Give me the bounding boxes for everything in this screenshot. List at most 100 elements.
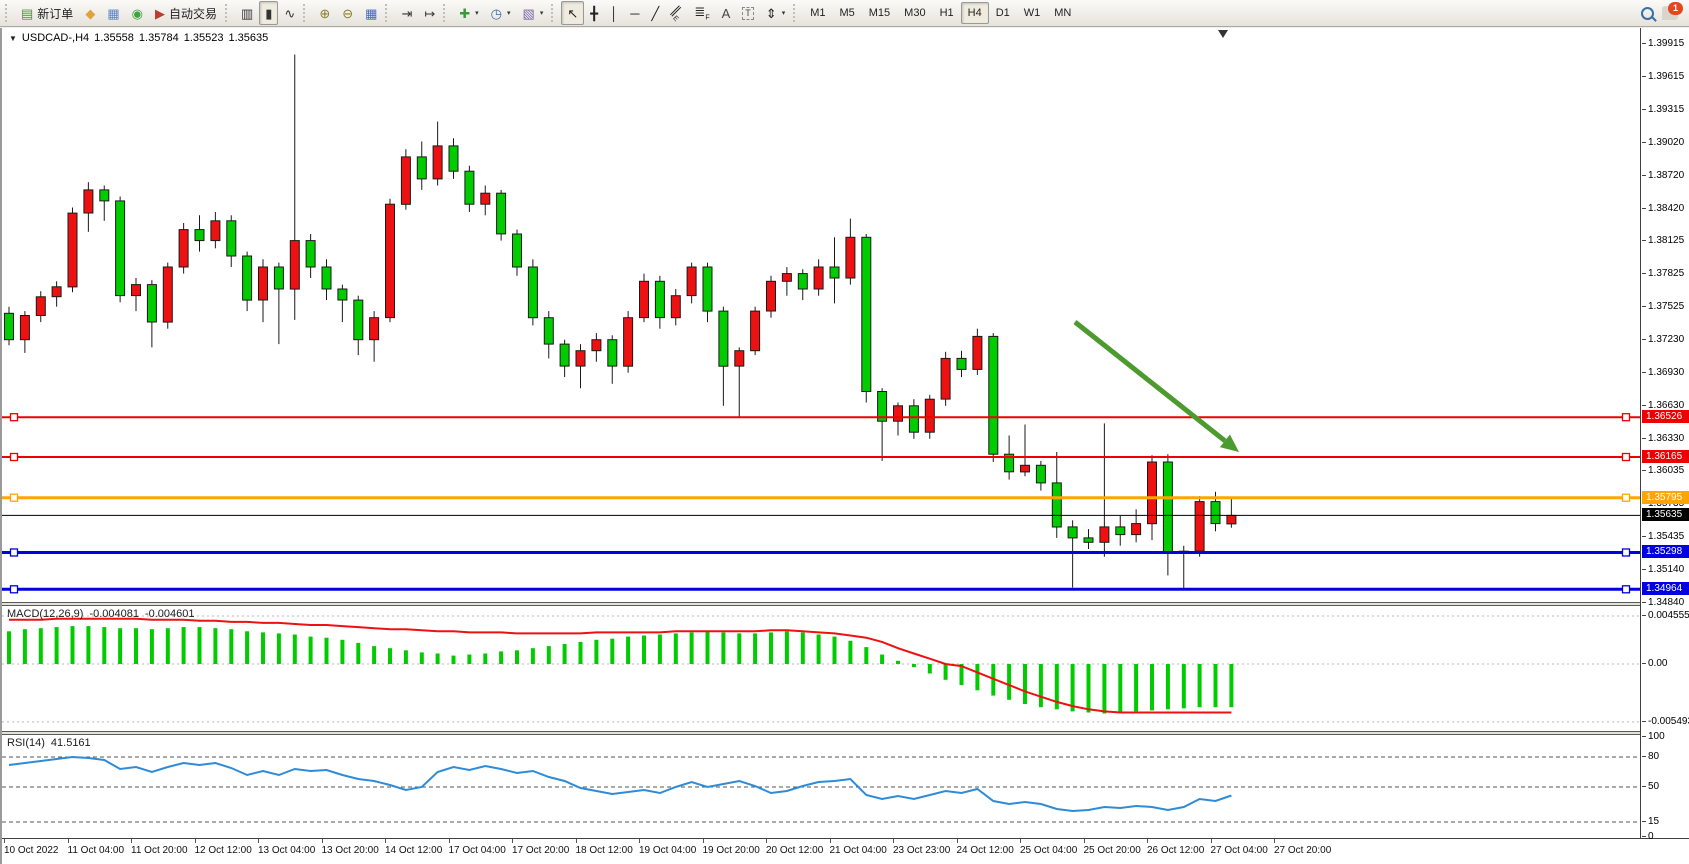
time-axis-tick xyxy=(194,839,196,843)
periods-button[interactable]: ◷ ▾ xyxy=(485,1,517,25)
zoom-in-button[interactable]: ⊕ xyxy=(313,1,336,25)
line-handle[interactable] xyxy=(1621,452,1631,462)
profiles-button[interactable]: ◆ xyxy=(79,1,101,25)
macd-histogram-bar xyxy=(197,627,202,664)
templates-icon: ▧ xyxy=(522,5,535,21)
macd-histogram-bar xyxy=(896,660,900,664)
macd-histogram-bar xyxy=(737,633,742,664)
candle xyxy=(432,145,443,180)
new-order-icon: ▤ xyxy=(21,5,34,21)
timeframe-m5-button[interactable]: M5 xyxy=(839,7,855,19)
templates-button[interactable]: ▧ ▾ xyxy=(517,1,550,25)
text-label-button[interactable]: T xyxy=(736,1,760,25)
macd-histogram-bar xyxy=(38,628,43,664)
candle xyxy=(210,220,221,242)
macd-histogram-bar xyxy=(451,655,456,664)
zoom-out-button[interactable]: ⊖ xyxy=(336,1,359,25)
rsi-panel[interactable] xyxy=(2,735,1640,838)
macd-panel[interactable] xyxy=(2,606,1640,731)
tile-windows-button[interactable]: ▦ xyxy=(359,1,383,25)
macd-main-value: -0.004081 xyxy=(89,608,139,620)
toolbar-grip xyxy=(443,4,449,22)
time-axis[interactable]: 10 Oct 2022 11 Oct 04:00 11 Oct 20:00 12 Oc… xyxy=(2,838,1689,864)
auto-trading-button[interactable]: ▶ 自动交易 xyxy=(149,1,223,25)
timeframe-h1-button[interactable]: H1 xyxy=(939,7,954,19)
candle xyxy=(623,317,634,367)
collapse-ohlc-icon[interactable]: ▼ xyxy=(9,33,17,43)
toolbar-grip xyxy=(385,4,391,22)
time-axis-tick xyxy=(448,839,450,843)
macd-histogram-bar xyxy=(1150,664,1154,711)
time-axis-tick xyxy=(575,839,577,843)
rsi-axis-label: 50 xyxy=(1641,781,1660,792)
line-handle[interactable] xyxy=(1621,413,1631,422)
toolbar-grip xyxy=(793,4,799,22)
macd-histogram-bar xyxy=(800,632,805,664)
candle xyxy=(766,280,776,312)
candle xyxy=(512,233,522,268)
timeframe-m1-button[interactable]: M1 xyxy=(810,7,826,19)
trendline-button[interactable]: ╱ xyxy=(645,1,665,25)
timeframe-h4-button[interactable]: H4 xyxy=(960,2,989,24)
fibonacci-button[interactable]: ≣F xyxy=(688,1,715,25)
chart-shift-button[interactable]: ↦ xyxy=(418,1,441,25)
main-chart-panel[interactable] xyxy=(2,28,1640,602)
timeframe-mn-button[interactable]: MN xyxy=(1054,7,1072,19)
candlestick-canvas[interactable] xyxy=(2,28,1640,602)
candle xyxy=(4,312,14,341)
candle xyxy=(1210,501,1221,525)
line-handle[interactable] xyxy=(9,585,19,594)
rsi-canvas[interactable] xyxy=(2,735,1640,838)
macd-histogram-bar xyxy=(1102,664,1107,714)
macd-axis-label: -0.005493 xyxy=(1641,715,1689,728)
line-handle[interactable] xyxy=(9,548,19,557)
line-handle[interactable] xyxy=(9,452,19,462)
horizontal-line-button[interactable]: ─ xyxy=(624,1,645,25)
line-chart-button[interactable]: ∿ xyxy=(278,1,301,25)
line-handle[interactable] xyxy=(9,413,19,422)
toolbar: ▤ 新订单 ◆ ▦ ◉ ▶ 自动交易 ▥ ▮ ∿ ⊕ ⊖ ▦ ⇥ ↦ ✚ ▾ ◷ ▾ ▧ ▾ ↖ ╋ │ ─ ╱ ∥E ≣F A T ⇕ ▾ M… xyxy=(0,0,1689,27)
line-handle[interactable] xyxy=(9,493,19,502)
macd-histogram-bar xyxy=(673,633,678,664)
timeframe-w1-button[interactable]: W1 xyxy=(1023,7,1041,19)
panel-splitter[interactable] xyxy=(2,602,1689,606)
trend-arrow[interactable] xyxy=(1073,320,1227,443)
price-axis[interactable]: 1.39915 1.39615 1.39315 1.39020 1.38720 1.384… xyxy=(1640,28,1689,842)
search-icon[interactable] xyxy=(1641,6,1654,20)
cursor-button[interactable]: ↖ xyxy=(561,1,585,25)
line-handle[interactable] xyxy=(1621,493,1631,502)
line-handle[interactable] xyxy=(1621,585,1631,594)
auto-scroll-button[interactable]: ⇥ xyxy=(395,1,418,25)
auto-trading-icon: ▶ xyxy=(154,5,165,21)
candle xyxy=(321,266,332,290)
macd-histogram-bar xyxy=(1134,664,1139,712)
price-axis-label: 1.37230 xyxy=(1641,333,1685,345)
new-order-button[interactable]: ▤ 新订单 xyxy=(15,1,79,25)
macd-canvas[interactable] xyxy=(2,606,1640,731)
arrows-button[interactable]: ⇕ ▾ xyxy=(760,1,791,25)
text-button[interactable]: A xyxy=(716,1,737,25)
market-watch-button[interactable]: ▦ xyxy=(101,1,125,25)
candlestick-button[interactable]: ▮ xyxy=(259,1,279,25)
vertical-line-button[interactable]: │ xyxy=(604,1,624,25)
toolbar-right: 1 xyxy=(1641,2,1683,20)
time-axis-label: 21 Oct 04:00 xyxy=(829,845,887,856)
channel-button[interactable]: ∥E xyxy=(665,1,688,25)
crosshair-button[interactable]: ╋ xyxy=(584,1,604,25)
macd-histogram-bar xyxy=(261,632,265,664)
price-axis-label: 1.39315 xyxy=(1641,104,1685,116)
notification-icon[interactable]: 1 xyxy=(1662,2,1683,20)
panel-splitter[interactable] xyxy=(2,731,1689,735)
timeframe-m30-button[interactable]: M30 xyxy=(904,7,926,19)
data-center-button[interactable]: ◉ xyxy=(126,1,149,25)
macd-histogram-bar xyxy=(911,664,916,668)
trend-arrow-head[interactable] xyxy=(1219,434,1239,453)
timeframe-d1-button[interactable]: D1 xyxy=(995,7,1010,19)
macd-histogram-bar xyxy=(515,650,519,664)
candle xyxy=(1099,526,1110,543)
line-handle[interactable] xyxy=(1621,548,1631,557)
timeframe-m15-button[interactable]: M15 xyxy=(868,7,891,19)
bar-chart-button[interactable]: ▥ xyxy=(235,1,259,25)
indicators-button[interactable]: ✚ ▾ xyxy=(453,1,484,25)
macd-histogram-bar xyxy=(943,664,948,680)
